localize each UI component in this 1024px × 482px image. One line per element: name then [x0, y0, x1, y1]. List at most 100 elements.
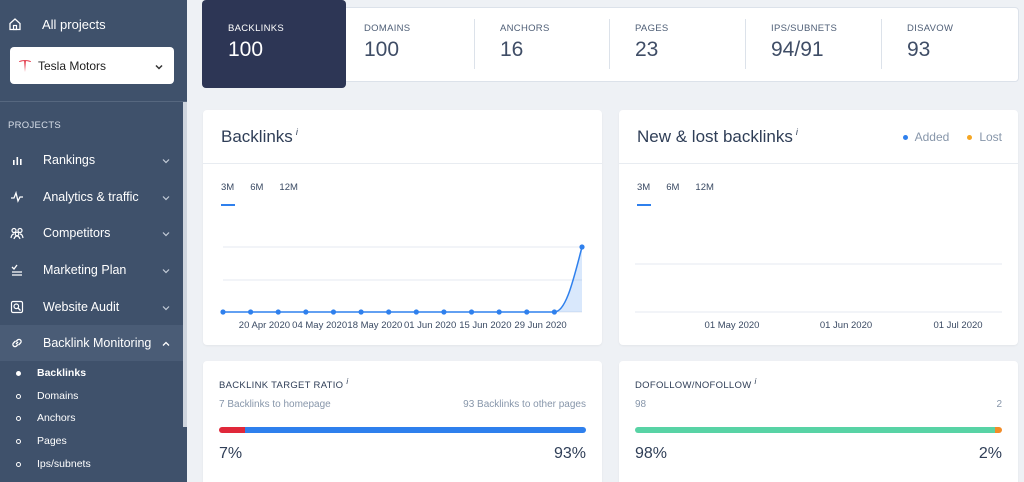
- data-point: [386, 309, 392, 315]
- stat-disavow[interactable]: DISAVOW 93: [881, 0, 953, 88]
- legend-added[interactable]: Added: [902, 130, 949, 144]
- sidebar-subitem-label: Domains: [37, 390, 79, 402]
- info-icon[interactable]: i: [795, 126, 798, 137]
- sidebar-subitem-backlinks[interactable]: Backlinks: [0, 362, 183, 384]
- dofollow-percent: 98%: [635, 445, 668, 462]
- sidebar-item-rankings[interactable]: Rankings: [0, 142, 183, 178]
- chart-legend: Added Lost: [885, 110, 1002, 164]
- x-tick-label: 01 May 2020: [705, 320, 760, 331]
- stat-label: BACKLINKS: [228, 23, 285, 34]
- x-tick-label: 18 May 2020: [347, 320, 402, 331]
- sidebar-scrollbar[interactable]: [183, 102, 187, 427]
- sidebar-subitem-domains[interactable]: Domains: [0, 385, 183, 407]
- data-point: [551, 309, 557, 315]
- card-title: DOFOLLOW/NOFOLLOW: [635, 380, 752, 392]
- stat-value: 16: [500, 38, 524, 61]
- sidebar-scrollbar-track: [183, 427, 187, 482]
- stat-label: ANCHORS: [500, 23, 550, 34]
- info-icon[interactable]: i: [295, 126, 298, 137]
- new-lost-card: New & lost backlinks i Added Lost 3M 6M 1…: [619, 110, 1018, 345]
- sidebar-item-label: Website Audit: [43, 300, 120, 314]
- tab-12m[interactable]: 12M: [695, 182, 714, 193]
- sidebar-divider: [0, 101, 187, 102]
- homepage-percent: 7%: [219, 445, 243, 462]
- stat-domains[interactable]: DOMAINS 100: [338, 0, 410, 88]
- target-ratio-card: BACKLINK TARGET RATIO i 7 Backlinks to ho…: [203, 361, 602, 482]
- all-projects-link[interactable]: All projects: [8, 13, 106, 35]
- target-ratio-bar: [219, 427, 586, 433]
- data-point: [330, 309, 337, 315]
- sidebar-subitem-label: Pages: [37, 435, 67, 447]
- project-name: Tesla Motors: [38, 58, 107, 73]
- chevron-down-icon: [161, 192, 171, 202]
- nofollow-percent: 2%: [978, 445, 1002, 462]
- backlinks-card-header: Backlinks i: [203, 110, 602, 164]
- info-icon[interactable]: i: [346, 377, 349, 386]
- data-point: [496, 309, 502, 315]
- active-tab-indicator: [221, 204, 235, 206]
- stat-ips-subnets[interactable]: IPS/SUBNETS 94/91: [745, 0, 837, 88]
- info-icon[interactable]: i: [754, 377, 757, 386]
- link-icon: [10, 336, 24, 350]
- sidebar-subitem-label: Backlinks: [37, 367, 87, 379]
- data-point: [303, 309, 309, 315]
- homepage-backlinks-text: 7 Backlinks to homepage: [219, 399, 331, 410]
- x-tick-label: 01 Jul 2020: [933, 320, 982, 331]
- series-line: [223, 246, 583, 313]
- tab-12m[interactable]: 12M: [279, 182, 298, 193]
- stat-label: DISAVOW: [907, 23, 954, 34]
- stats-bar: BACKLINKS 100 DOMAINS 100 ANCHORS 16 PAG…: [199, 0, 1019, 88]
- tab-6m[interactable]: 6M: [250, 182, 264, 193]
- sidebar-item-website-audit[interactable]: Website Audit: [0, 289, 183, 325]
- sidebar-item-marketing-plan[interactable]: Marketing Plan: [0, 252, 183, 288]
- stat-pages[interactable]: PAGES 23: [609, 0, 668, 88]
- backlinks-card: Backlinks i 3M 6M 12M 20 Apr 2020 04 May 2…: [203, 110, 602, 345]
- stat-divider: [881, 19, 882, 69]
- legend-lost[interactable]: Lost: [967, 130, 1002, 144]
- sidebar-item-label: Rankings: [43, 153, 96, 167]
- data-point: [275, 309, 281, 315]
- bullet-icon: [16, 461, 21, 467]
- people-icon: [10, 226, 24, 240]
- sidebar-item-label: Competitors: [43, 226, 111, 240]
- other-pages-percent: 93%: [553, 445, 586, 462]
- tab-3m[interactable]: 3M: [221, 182, 235, 193]
- sidebar-item-backlink-monitoring[interactable]: Backlink Monitoring: [0, 325, 183, 361]
- sidebar-item-competitors[interactable]: Competitors: [0, 215, 183, 251]
- dot-icon: [967, 134, 973, 140]
- data-point: [358, 309, 364, 315]
- chevron-down-icon: [161, 228, 171, 238]
- stat-divider: [745, 19, 746, 69]
- stat-value: 94/91: [771, 38, 824, 61]
- homepage-segment: [219, 427, 245, 433]
- sidebar-item-label: Backlink Monitoring: [43, 336, 152, 350]
- nofollow-count: 2: [996, 399, 1002, 410]
- nofollow-segment: [994, 427, 1002, 433]
- dofollow-segment: [635, 427, 995, 433]
- active-tab-indicator: [637, 204, 651, 206]
- other-pages-segment: [244, 427, 586, 433]
- project-select[interactable]: Tesla Motors: [10, 47, 174, 84]
- range-tabs: 3M 6M 12M: [221, 182, 314, 193]
- magnifier-icon: [10, 300, 24, 314]
- sidebar-subitem-pages[interactable]: Pages: [0, 430, 183, 452]
- chevron-down-icon: [154, 61, 164, 71]
- sidebar-subitem-ips-subnets[interactable]: Ips/subnets: [0, 453, 183, 475]
- all-projects-label: All projects: [42, 16, 106, 32]
- stat-label: IPS/SUBNETS: [771, 23, 838, 34]
- bullet-icon: [16, 370, 21, 376]
- dofollow-count: 98: [635, 399, 647, 410]
- projects-section-label: PROJECTS: [8, 120, 62, 131]
- x-tick-label: 01 Jun 2020: [820, 320, 872, 331]
- range-tabs: 3M 6M 12M: [637, 182, 730, 193]
- stat-anchors[interactable]: ANCHORS 16: [474, 0, 549, 88]
- new-lost-card-header: New & lost backlinks i Added Lost: [619, 110, 1018, 164]
- tesla-logo-icon: [18, 59, 32, 73]
- tab-3m[interactable]: 3M: [637, 182, 651, 193]
- tab-6m[interactable]: 6M: [666, 182, 680, 193]
- data-point: [579, 244, 585, 250]
- sidebar-subitem-anchors[interactable]: Anchors: [0, 407, 183, 429]
- stat-backlinks[interactable]: BACKLINKS 100: [202, 0, 346, 88]
- sidebar-item-analytics[interactable]: Analytics & traffic: [0, 179, 183, 215]
- dot-icon: [902, 134, 908, 140]
